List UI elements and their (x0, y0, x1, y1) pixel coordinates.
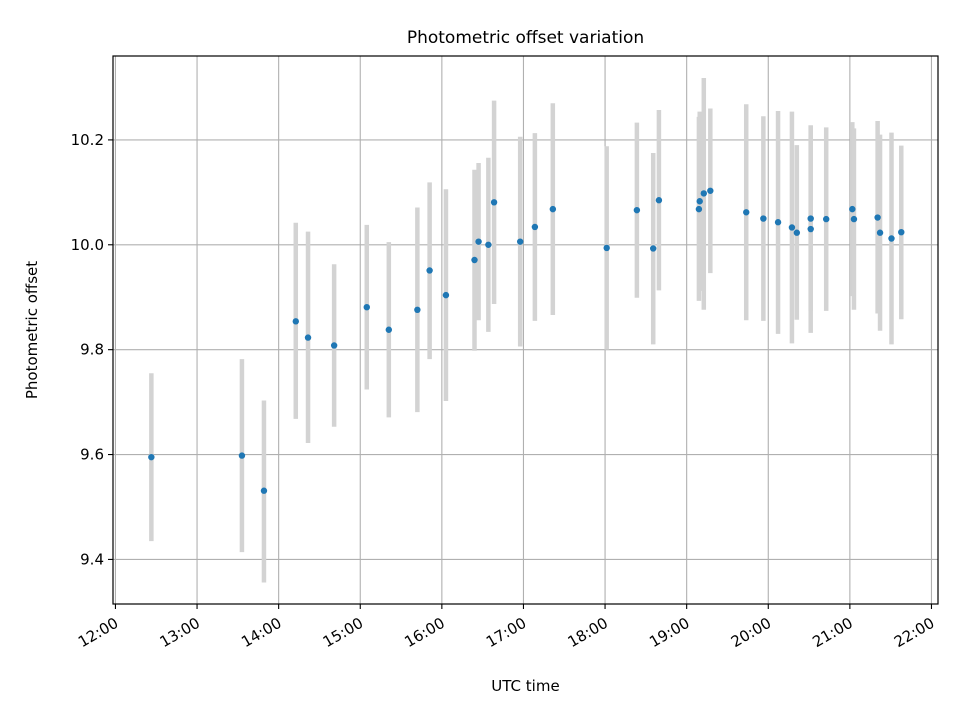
data-point (807, 225, 814, 233)
data-point (823, 215, 830, 223)
data-point (292, 318, 299, 325)
data-point (426, 267, 433, 274)
data-point (633, 206, 641, 214)
data-point (531, 223, 539, 231)
data-point (490, 199, 498, 206)
data-point (696, 198, 703, 205)
data-point (760, 215, 767, 222)
data-point (793, 229, 801, 236)
x-axis-label: UTC time (491, 677, 559, 695)
data-point (485, 241, 492, 248)
data-point (888, 235, 895, 242)
data-point (471, 256, 478, 264)
data-point (414, 306, 421, 314)
data-point (516, 238, 524, 245)
data-point (849, 205, 856, 213)
data-point (774, 219, 782, 226)
data-point (743, 209, 750, 216)
data-point (788, 224, 796, 231)
data-point (655, 197, 663, 204)
y-tick-label: 9.6 (80, 446, 104, 464)
grid-lines (113, 56, 938, 604)
chart-title: Photometric offset variation (407, 28, 644, 48)
data-point (650, 245, 657, 252)
data-point (549, 205, 557, 213)
data-point (148, 453, 155, 461)
y-axis-ticks: 9.4 9.6 9.8 10.0 10.2 (71, 131, 113, 568)
data-point (603, 244, 610, 252)
y-tick-label: 10.0 (71, 236, 104, 254)
data-point (238, 452, 246, 459)
y-tick-label: 9.8 (80, 341, 104, 359)
data-point (807, 215, 814, 222)
data-point (876, 229, 884, 236)
plot-frame (112, 55, 939, 605)
data-point (330, 342, 338, 349)
data-point (874, 214, 881, 221)
data-point (850, 215, 858, 223)
data-point (475, 238, 482, 245)
data-point (695, 205, 703, 213)
y-axis-label: Photometric offset (23, 261, 41, 399)
data-point (700, 190, 708, 197)
data-point (304, 334, 312, 341)
y-tick-label: 9.4 (80, 550, 104, 568)
y-tick-label: 10.2 (71, 131, 104, 149)
data-point (707, 187, 714, 194)
data-point (363, 303, 370, 311)
data-point (260, 487, 268, 494)
data-points (148, 187, 905, 494)
data-point (898, 228, 905, 236)
data-point (442, 291, 450, 299)
data-point (385, 326, 393, 333)
